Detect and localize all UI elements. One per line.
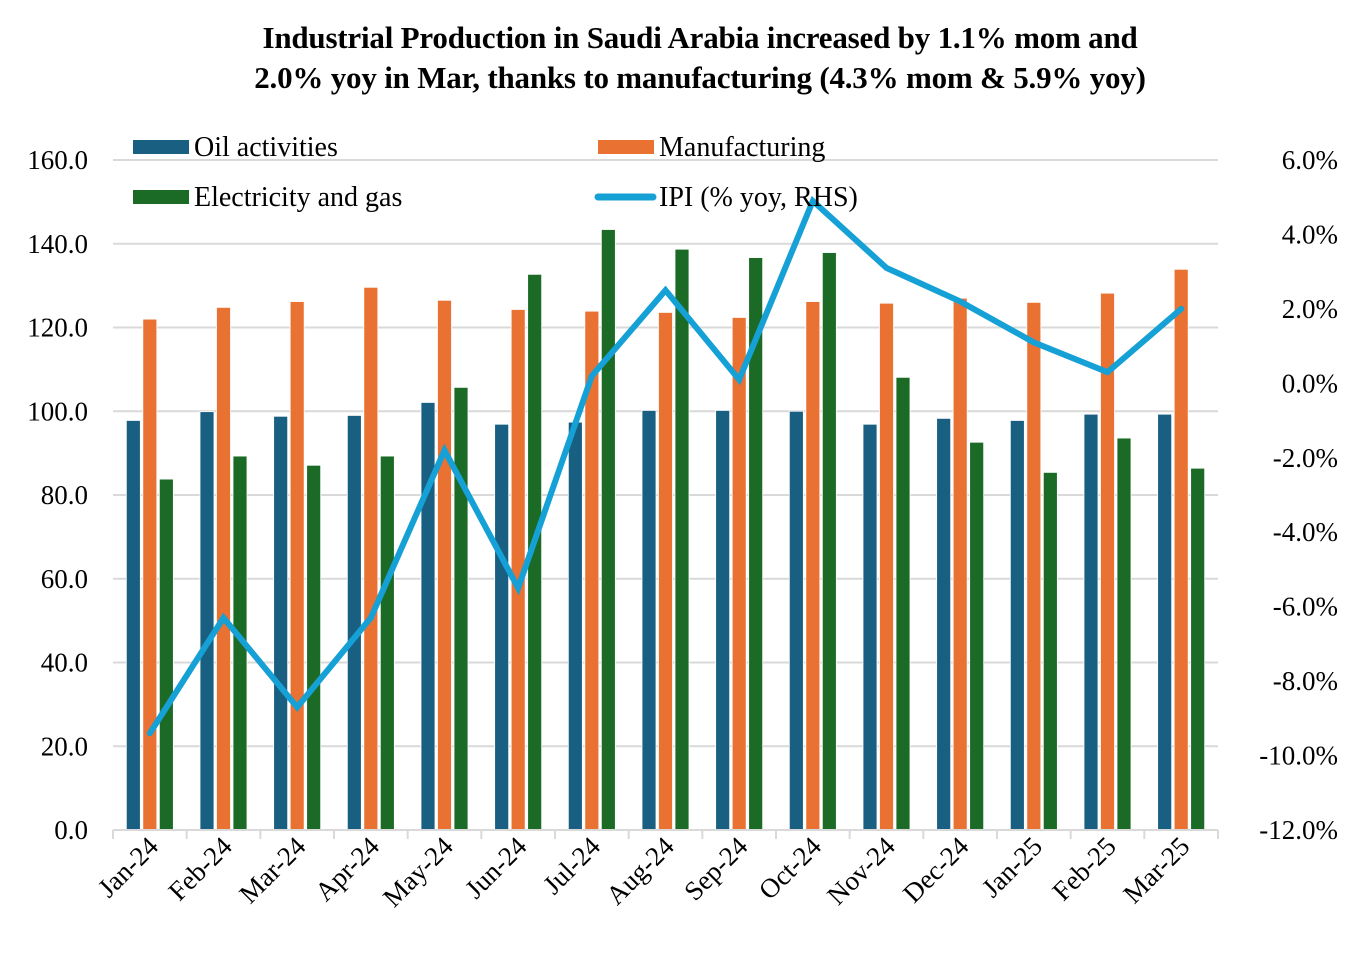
legend-label: Oil activities: [194, 132, 338, 163]
x-axis-tick-label: Jul-24: [537, 831, 606, 900]
bar-oil-activities: [273, 415, 289, 831]
bar-manufacturing: [289, 301, 305, 831]
legend-item: Oil activities: [133, 132, 338, 163]
legend-swatch: [133, 190, 189, 204]
bar-oil-activities: [494, 423, 510, 831]
x-axis-tick-label: Aug-24: [600, 831, 680, 911]
bar-series: [125, 229, 1206, 831]
bar-electricity-and-gas: [821, 252, 837, 831]
bar-electricity-and-gas: [379, 455, 395, 831]
bar-manufacturing: [731, 317, 747, 831]
x-axis-tick-label: Mar-25: [1117, 831, 1195, 909]
bar-manufacturing: [363, 286, 379, 831]
bar-electricity-and-gas: [1116, 437, 1132, 831]
left-axis-tick-label: 20.0: [41, 731, 88, 761]
legend: Oil activities Manufacturing Electricity a…: [133, 132, 858, 213]
x-axis-tick-label: Dec-24: [897, 831, 975, 909]
bar-oil-activities: [346, 415, 362, 831]
legend-swatch: [133, 140, 189, 154]
bar-oil-activities: [1083, 413, 1099, 831]
bar-electricity-and-gas: [306, 464, 322, 831]
bar-oil-activities: [788, 410, 804, 831]
x-axis-tick-label: Feb-25: [1046, 831, 1121, 906]
x-axis-tick-label: Feb-24: [162, 831, 238, 907]
right-axis-ticks: -12.0% -10.0% -8.0% -6.0% -4.0% -2.0% 0.0% 2.0%…: [1259, 145, 1338, 845]
bar-electricity-and-gas: [1190, 467, 1206, 831]
right-axis-tick-label: -6.0%: [1273, 592, 1338, 622]
bar-oil-activities: [641, 410, 657, 831]
bar-electricity-and-gas: [158, 478, 174, 831]
bar-oil-activities: [420, 402, 436, 831]
legend-item: Manufacturing: [598, 132, 825, 163]
bar-electricity-and-gas: [895, 376, 911, 831]
bar-manufacturing: [952, 297, 968, 831]
ipi-line-series: [146, 195, 1185, 737]
left-axis-ticks: 0.0 20.0 40.0 60.0 80.0 100.0 120.0 140.0 160.0: [27, 145, 88, 845]
bar-oil-activities: [567, 421, 583, 831]
bar-electricity-and-gas: [1042, 471, 1058, 831]
left-axis-tick-label: 140.0: [27, 229, 88, 259]
bar-electricity-and-gas: [674, 248, 690, 831]
right-axis-tick-label: 4.0%: [1282, 219, 1338, 249]
bar-oil-activities: [715, 410, 731, 831]
x-axis-tick-label: Oct-24: [753, 831, 828, 906]
x-axis-tick-label: Nov-24: [821, 831, 901, 911]
right-axis-tick-label: -8.0%: [1273, 666, 1338, 696]
right-axis-tick-label: 2.0%: [1282, 294, 1338, 324]
legend-swatch: [598, 140, 654, 154]
legend-label: Manufacturing: [659, 132, 825, 163]
bar-oil-activities: [1157, 413, 1173, 831]
bar-manufacturing: [216, 306, 231, 831]
bar-manufacturing: [1026, 301, 1042, 831]
x-axis-tick-label: Jun-24: [459, 831, 533, 905]
left-axis-tick-label: 160.0: [27, 145, 88, 175]
bar-manufacturing: [805, 301, 821, 831]
x-axis-tick-label: Apr-24: [309, 831, 385, 907]
x-axis-tick-label: Mar-24: [233, 831, 311, 909]
right-axis-tick-label: 6.0%: [1282, 145, 1338, 175]
left-axis-tick-label: 80.0: [41, 480, 88, 510]
legend-item: IPI (% yoy, RHS): [594, 182, 858, 213]
left-axis-tick-label: 60.0: [41, 564, 88, 594]
right-axis-tick-label: -12.0%: [1259, 815, 1338, 845]
bar-manufacturing: [437, 299, 452, 831]
left-axis-tick-label: 100.0: [27, 396, 88, 426]
x-axis-tick-label: May-24: [377, 831, 459, 913]
bar-oil-activities: [862, 423, 878, 831]
chart-title: Industrial Production in Saudi Arabia in…: [0, 18, 1352, 98]
bar-manufacturing: [1173, 268, 1189, 831]
right-axis-tick-label: -10.0%: [1259, 741, 1338, 771]
legend-item: Electricity and gas: [133, 182, 402, 213]
bar-manufacturing: [658, 312, 673, 831]
x-axis-tick-label: Jan-24: [92, 831, 164, 903]
bar-oil-activities: [1009, 420, 1025, 831]
bar-oil-activities: [936, 417, 952, 831]
axes: [112, 829, 1219, 839]
legend-label: Electricity and gas: [194, 182, 402, 213]
chart-title-line-2: 2.0% yoy in Mar, thanks to manufacturing…: [254, 60, 1146, 95]
left-axis-tick-label: 0.0: [54, 815, 88, 845]
bar-electricity-and-gas: [600, 229, 616, 831]
legend-label: IPI (% yoy, RHS): [659, 182, 858, 213]
right-axis-tick-label: -2.0%: [1273, 443, 1338, 473]
bar-oil-activities: [125, 420, 141, 831]
left-axis-tick-label: 40.0: [41, 648, 88, 678]
bar-manufacturing: [142, 318, 158, 831]
right-axis-tick-label: 0.0%: [1282, 368, 1338, 398]
x-axis-tick-label: Jan-25: [976, 831, 1048, 903]
x-axis-tick-label: Sep-24: [678, 831, 754, 907]
bar-electricity-and-gas: [969, 441, 985, 831]
bar-oil-activities: [199, 411, 215, 831]
left-axis-tick-label: 120.0: [27, 313, 88, 343]
bar-manufacturing: [879, 302, 894, 831]
bar-electricity-and-gas: [453, 386, 469, 831]
right-axis-tick-label: -4.0%: [1273, 517, 1338, 547]
chart-title-line-1: Industrial Production in Saudi Arabia in…: [262, 20, 1138, 55]
